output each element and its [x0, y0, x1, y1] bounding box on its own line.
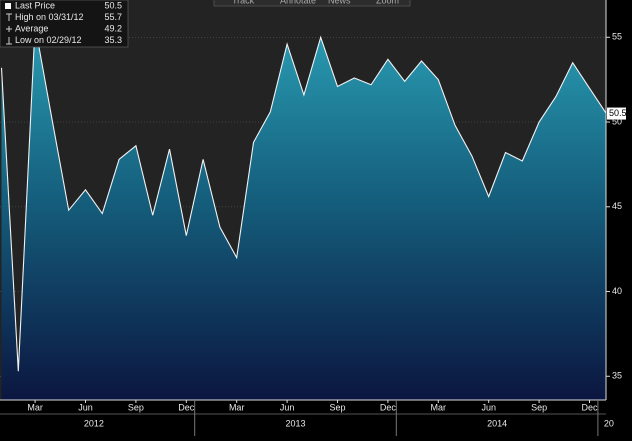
- toolbar: Track Annotate News Zoom: [213, 0, 411, 7]
- legend: Last Price 50.5 High on 03/31/12 55.7 Averag…: [0, 0, 129, 48]
- y-tick-label: 40: [612, 286, 622, 296]
- toolbar-box: [213, 0, 411, 7]
- area: [1, 25, 606, 400]
- legend-icon: [6, 13, 12, 21]
- year-label: 2014: [487, 418, 507, 428]
- x-axis-background: [0, 400, 632, 436]
- legend-value: 50.5: [104, 0, 122, 10]
- x-tick-label: Dec: [178, 402, 195, 412]
- x-tick-label: Sep: [128, 402, 144, 412]
- x-tick-label: Dec: [581, 402, 598, 412]
- y-tick-label: 35: [612, 371, 622, 381]
- year-label: 2013: [285, 418, 305, 428]
- legend-value: 49.2: [104, 23, 122, 33]
- y-tick-label: 45: [612, 201, 622, 211]
- x-tick-label: Sep: [531, 402, 547, 412]
- axes: 35 40 45 50 55 Mar Jun Sep Dec Mar Jun Sep Dec Mar Jun…: [27, 32, 627, 436]
- x-tick-label: Jun: [78, 402, 93, 412]
- toolbar-button[interactable]: Annotate: [280, 0, 316, 5]
- legend-label: Average: [15, 23, 48, 33]
- line: [0, 25, 606, 372]
- y-tick-label: 55: [612, 32, 622, 42]
- legend-label: Last Price: [15, 0, 55, 10]
- last-value-label: 50.5: [609, 108, 627, 118]
- toolbar-button[interactable]: Track: [232, 0, 255, 5]
- toolbar-button[interactable]: News: [328, 0, 351, 5]
- legend-value: 35.3: [104, 35, 122, 45]
- year-label: 20: [604, 418, 614, 428]
- x-tick-label: Dec: [380, 402, 397, 412]
- legend-icon: [6, 26, 12, 32]
- x-tick-label: Jun: [481, 402, 496, 412]
- x-tick-label: Mar: [431, 402, 447, 412]
- last-value-tag: [607, 107, 626, 120]
- legend-icon: [5, 3, 11, 9]
- x-tick-label: Jun: [280, 402, 295, 412]
- legend-label: High on 03/31/12: [15, 12, 84, 22]
- legend-icon: [6, 37, 12, 45]
- x-tick-label: Mar: [229, 402, 245, 412]
- y-axis-background: [606, 0, 632, 436]
- x-tick-label: Sep: [329, 402, 345, 412]
- x-tick-label: Mar: [27, 402, 43, 412]
- legend-label: Low on 02/29/12: [15, 35, 82, 45]
- legend-value: 55.7: [104, 12, 122, 22]
- series: [0, 25, 606, 400]
- y-tick-label: 50: [612, 116, 622, 126]
- legend-box: [0, 0, 129, 48]
- toolbar-button[interactable]: Zoom: [376, 0, 399, 5]
- year-label: 2012: [84, 418, 104, 428]
